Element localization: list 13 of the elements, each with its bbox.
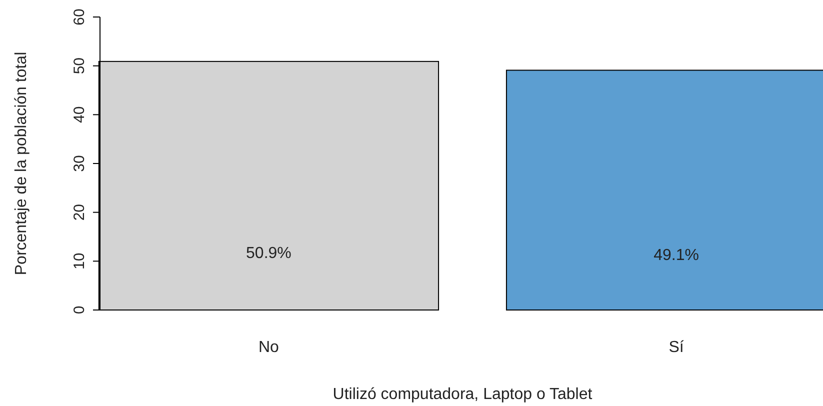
- y-tick-label: 50: [71, 57, 88, 74]
- data-label: 49.1%: [654, 246, 699, 264]
- y-tick-label: 60: [71, 8, 88, 26]
- data-label: 50.9%: [246, 244, 292, 262]
- y-axis-title: Porcentaje de la población total: [13, 52, 30, 276]
- y-tick-label: 40: [71, 106, 88, 124]
- x-axis-title: Utilizó computadora, Laptop o Tablet: [332, 386, 593, 403]
- x-tick-label: No: [258, 339, 280, 356]
- y-tick-label: 10: [71, 252, 88, 270]
- y-tick-label: 20: [71, 204, 88, 221]
- x-tick-label: Sí: [668, 339, 684, 356]
- y-tick-label: 0: [71, 306, 88, 314]
- y-tick-label: 30: [71, 155, 88, 172]
